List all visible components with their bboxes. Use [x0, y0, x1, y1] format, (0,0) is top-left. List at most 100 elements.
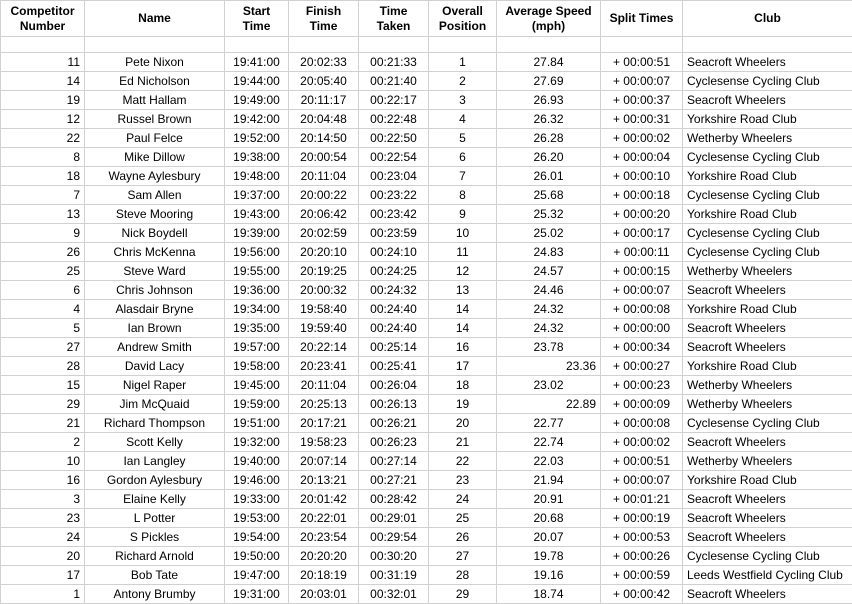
cell-speed: 20.91	[497, 490, 601, 509]
cell-start: 19:32:00	[225, 433, 289, 452]
cell-finish: 20:14:50	[289, 129, 359, 148]
cell-competitor: 29	[1, 395, 85, 414]
cell-split: + 00:00:59	[601, 566, 683, 585]
cell-finish: 20:18:19	[289, 566, 359, 585]
cell-competitor: 16	[1, 471, 85, 490]
cell-name: David Lacy	[85, 357, 225, 376]
cell-competitor: 7	[1, 186, 85, 205]
table-row: 21Richard Thompson19:51:0020:17:2100:26:…	[1, 414, 852, 433]
cell-split: + 00:00:20	[601, 205, 683, 224]
cell-name: Richard Arnold	[85, 547, 225, 566]
table-row: 28David Lacy19:58:0020:23:4100:25:411723…	[1, 357, 852, 376]
cell-speed: 27.84	[497, 53, 601, 72]
cell-speed: 24.32	[497, 319, 601, 338]
cell-position: 29	[429, 585, 497, 604]
cell-club: Yorkshire Road Club	[683, 300, 852, 319]
cell-finish: 20:23:54	[289, 528, 359, 547]
cell-position: 3	[429, 91, 497, 110]
cell-finish: 20:13:21	[289, 471, 359, 490]
cell-name: Steve Ward	[85, 262, 225, 281]
cell-taken: 00:26:21	[359, 414, 429, 433]
cell-position: 12	[429, 262, 497, 281]
cell-competitor: 18	[1, 167, 85, 186]
cell-taken: 00:21:40	[359, 72, 429, 91]
cell-start: 19:35:00	[225, 319, 289, 338]
cell-taken: 00:29:01	[359, 509, 429, 528]
cell-finish: 20:20:20	[289, 547, 359, 566]
col-header-competitor: Competitor Number	[1, 1, 85, 37]
cell-club: Yorkshire Road Club	[683, 471, 852, 490]
cell-competitor: 11	[1, 53, 85, 72]
cell-finish: 20:05:40	[289, 72, 359, 91]
cell-split: + 00:00:02	[601, 433, 683, 452]
cell-split: + 00:00:34	[601, 338, 683, 357]
cell-finish: 20:17:21	[289, 414, 359, 433]
table-row: 11Pete Nixon19:41:0020:02:3300:21:33127.…	[1, 53, 852, 72]
cell-split: + 00:01:21	[601, 490, 683, 509]
cell-club: Wetherby Wheelers	[683, 262, 852, 281]
cell-taken: 00:26:23	[359, 433, 429, 452]
cell-speed: 22.89	[497, 395, 601, 414]
cell-speed: 20.68	[497, 509, 601, 528]
table-row: 14Ed Nicholson19:44:0020:05:4000:21:4022…	[1, 72, 852, 91]
table-row: 8Mike Dillow19:38:0020:00:5400:22:54626.…	[1, 148, 852, 167]
cell-club: Seacroft Wheelers	[683, 433, 852, 452]
cell-competitor: 26	[1, 243, 85, 262]
cell-speed: 19.78	[497, 547, 601, 566]
cell-club: Seacroft Wheelers	[683, 490, 852, 509]
cell-competitor: 24	[1, 528, 85, 547]
table-row: 3Elaine Kelly19:33:0020:01:4200:28:42242…	[1, 490, 852, 509]
cell-finish: 20:02:59	[289, 224, 359, 243]
table-row: 18Wayne Aylesbury19:48:0020:11:0400:23:0…	[1, 167, 852, 186]
cell-speed: 22.03	[497, 452, 601, 471]
cell-competitor: 28	[1, 357, 85, 376]
cell-start: 19:55:00	[225, 262, 289, 281]
table-header: Competitor NumberNameStart TimeFinish Ti…	[1, 1, 852, 37]
cell-competitor: 5	[1, 319, 85, 338]
cell-position: 6	[429, 148, 497, 167]
cell-club: Wetherby Wheelers	[683, 452, 852, 471]
cell-start: 19:59:00	[225, 395, 289, 414]
cell-start: 19:33:00	[225, 490, 289, 509]
cell-start: 19:42:00	[225, 110, 289, 129]
cell-finish: 20:00:54	[289, 148, 359, 167]
cell-taken: 00:23:04	[359, 167, 429, 186]
cell-position: 25	[429, 509, 497, 528]
cell-taken: 00:25:14	[359, 338, 429, 357]
cell-split: + 00:00:51	[601, 452, 683, 471]
cell-speed: 19.16	[497, 566, 601, 585]
table-row: 29Jim McQuaid19:59:0020:25:1300:26:13192…	[1, 395, 852, 414]
cell-club: Leeds Westfield Cycling Club	[683, 566, 852, 585]
col-header-position: Overall Position	[429, 1, 497, 37]
table-row: 2Scott Kelly19:32:0019:58:2300:26:232122…	[1, 433, 852, 452]
cell-position: 9	[429, 205, 497, 224]
cell-club: Yorkshire Road Club	[683, 205, 852, 224]
cell-name: Jim McQuaid	[85, 395, 225, 414]
cell-finish: 20:11:04	[289, 167, 359, 186]
table-row: 16Gordon Aylesbury19:46:0020:13:2100:27:…	[1, 471, 852, 490]
cell-position: 7	[429, 167, 497, 186]
header-row: Competitor NumberNameStart TimeFinish Ti…	[1, 1, 852, 37]
table-row: 27Andrew Smith19:57:0020:22:1400:25:1416…	[1, 338, 852, 357]
cell-finish: 20:25:13	[289, 395, 359, 414]
cell-taken: 00:24:32	[359, 281, 429, 300]
cell-speed: 23.78	[497, 338, 601, 357]
table-row: 20Richard Arnold19:50:0020:20:2000:30:20…	[1, 547, 852, 566]
cell-finish: 19:58:23	[289, 433, 359, 452]
cell-competitor: 12	[1, 110, 85, 129]
cell-name: Alasdair Bryne	[85, 300, 225, 319]
cell-competitor: 3	[1, 490, 85, 509]
cell-finish: 19:59:40	[289, 319, 359, 338]
cell-position: 21	[429, 433, 497, 452]
cell-split: + 00:00:51	[601, 53, 683, 72]
blank-row	[1, 37, 852, 53]
cell-name: Nick Boydell	[85, 224, 225, 243]
cell-name: Mike Dillow	[85, 148, 225, 167]
cell-finish: 20:06:42	[289, 205, 359, 224]
cell-finish: 20:11:04	[289, 376, 359, 395]
cell-position: 16	[429, 338, 497, 357]
table-row: 24S Pickles19:54:0020:23:5400:29:542620.…	[1, 528, 852, 547]
cell-speed: 26.20	[497, 148, 601, 167]
table-row: 19Matt Hallam19:49:0020:11:1700:22:17326…	[1, 91, 852, 110]
cell-taken: 00:22:50	[359, 129, 429, 148]
